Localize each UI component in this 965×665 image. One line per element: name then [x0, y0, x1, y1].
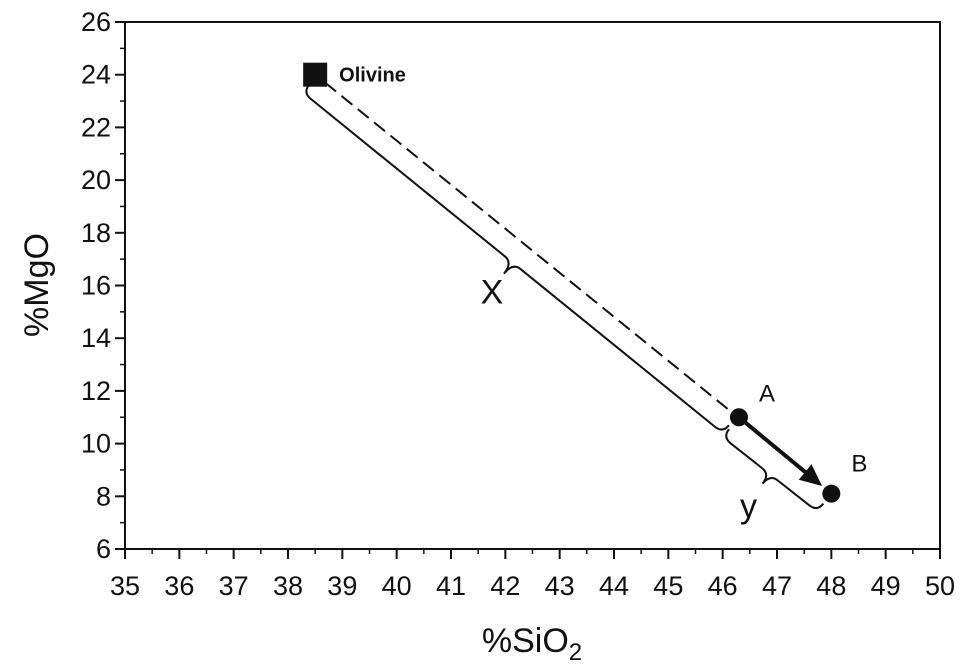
- dashed-line: [324, 81, 734, 415]
- x-tick-label: 37: [219, 571, 249, 601]
- chart-marks: Xy Olivine A B: [303, 62, 867, 526]
- x-tick-label: 41: [436, 571, 466, 601]
- x-tick-label: 35: [110, 571, 140, 601]
- y-axis-ticks: 6 8 10 12 14 16 18 20 22 24 26: [81, 7, 125, 564]
- x-tick-label: 50: [925, 571, 955, 601]
- olivine-label: Olivine: [339, 65, 406, 87]
- plot-frame: [124, 21, 941, 550]
- x-tick-label: 40: [382, 571, 412, 601]
- olivine-marker: [303, 62, 328, 87]
- y-tick-label: 20: [81, 165, 111, 195]
- y-tick-label: 8: [96, 481, 111, 511]
- x-tick-label: 48: [816, 571, 846, 601]
- y-tick-label: 18: [81, 218, 111, 248]
- y-tick-label: 16: [81, 271, 111, 301]
- y-tick-label: 12: [81, 376, 111, 406]
- arrow-shaft: [737, 415, 813, 479]
- x-axis-title: %SiO2: [482, 622, 582, 665]
- point-a-label: A: [759, 380, 775, 407]
- brace-x: [305, 84, 730, 431]
- x-tick-label: 47: [762, 571, 792, 601]
- x-axis-title-subscript: 2: [569, 639, 582, 665]
- x-tick-label: 46: [708, 571, 738, 601]
- y-axis-title: %MgO: [18, 233, 56, 337]
- x-tick-label: 38: [273, 571, 303, 601]
- y-tick-label: 26: [81, 7, 111, 37]
- brace-y-label: y: [740, 488, 757, 526]
- x-axis-ticks: 35 36 37 38 39 40 41 42 43 44 45 46 47 48 49 50: [110, 549, 955, 601]
- brace-y: [725, 428, 825, 510]
- point-b-marker: [822, 484, 841, 503]
- y-tick-label: 24: [81, 60, 111, 90]
- arrow-head: [798, 464, 823, 487]
- y-tick-label: 22: [81, 112, 111, 142]
- x-tick-label: 36: [164, 571, 194, 601]
- y-tick-label: 10: [81, 429, 111, 459]
- x-tick-label: 43: [545, 571, 575, 601]
- x-tick-label: 44: [599, 571, 629, 601]
- point-b-label: B: [851, 451, 867, 478]
- x-tick-label: 49: [871, 571, 901, 601]
- point-a-marker: [729, 408, 748, 427]
- x-tick-label: 42: [490, 571, 520, 601]
- x-tick-label: 45: [653, 571, 683, 601]
- x-tick-label: 39: [327, 571, 357, 601]
- x-axis-title-main: %SiO: [482, 622, 569, 660]
- y-tick-label: 6: [96, 534, 111, 564]
- y-tick-label: 14: [81, 323, 111, 353]
- brace-x-label: X: [481, 274, 504, 312]
